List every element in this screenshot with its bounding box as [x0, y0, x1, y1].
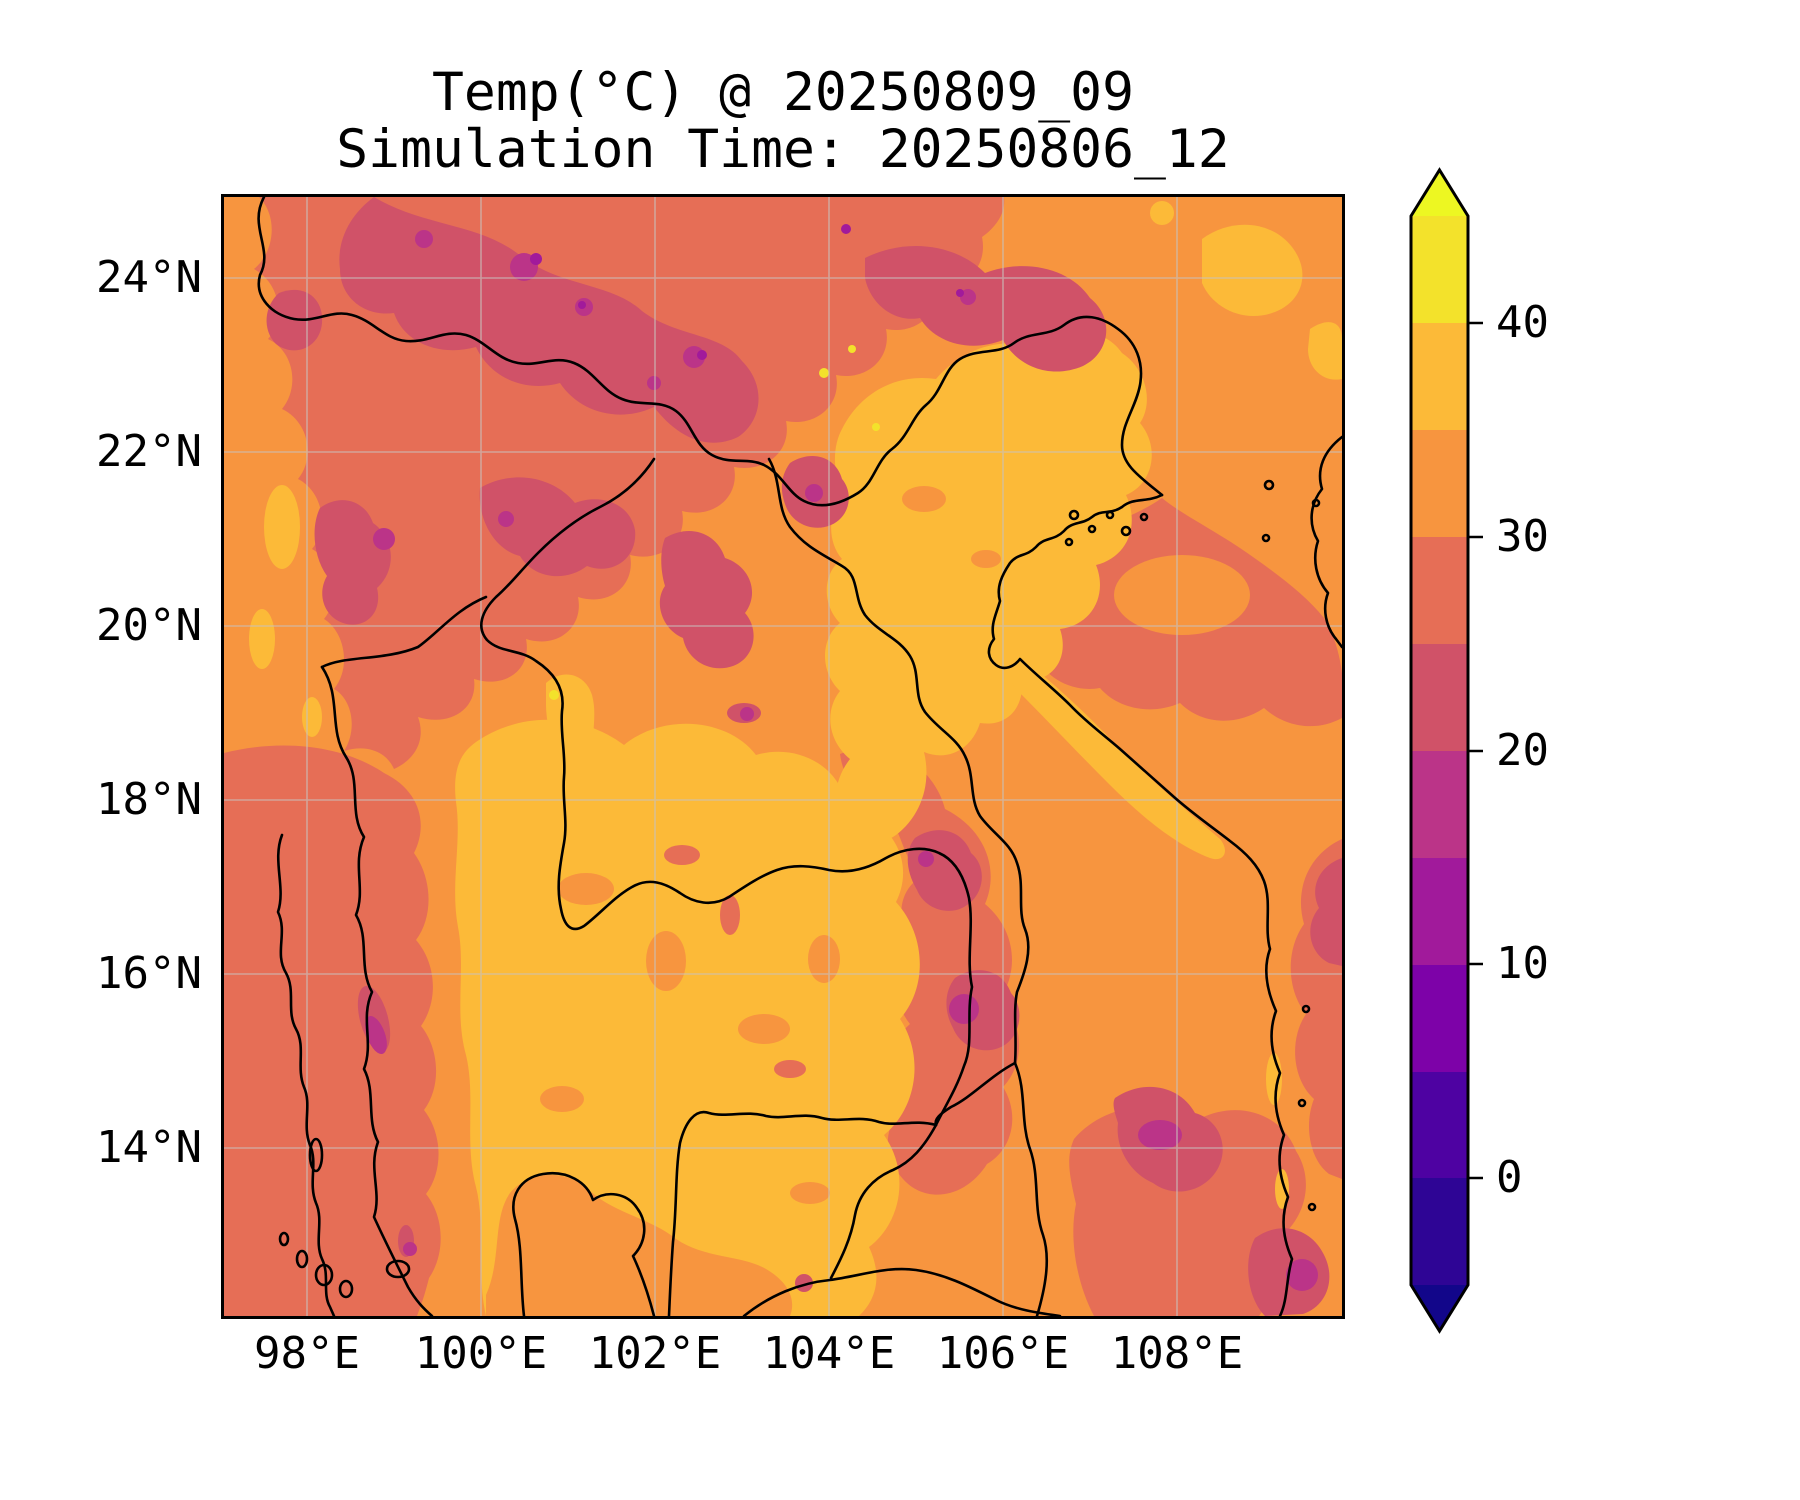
colorbar-band-15-20: [1411, 751, 1468, 858]
lat-tick-14n: 14°N: [96, 1122, 202, 1173]
colorbar-band-10-15: [1411, 858, 1468, 965]
lat-tick-20n: 20°N: [96, 600, 202, 651]
colorbar-tick-30: 30: [1496, 511, 1549, 562]
temperature-contour-map: [224, 197, 1342, 1316]
temp-band-40-45-layer: [549, 345, 880, 700]
colorbar-band-40-45: [1411, 216, 1468, 323]
colorbar-band-0-5: [1411, 1072, 1468, 1178]
lat-tick-22n: 22°N: [96, 426, 202, 477]
lat-tick-24n: 24°N: [96, 252, 202, 303]
lat-tick-18n: 18°N: [96, 774, 202, 825]
colorbar-band-20-25: [1411, 644, 1468, 751]
chart-title-line2: Simulation Time: 20250806_12: [336, 119, 1230, 180]
colorbar-band-5-10: [1411, 965, 1468, 1072]
colorbar-tick-40: 40: [1496, 297, 1549, 348]
country-borders: [257, 197, 1164, 1316]
colorbar-over-arrow: [1411, 170, 1468, 216]
colorbar-band-25-30: [1411, 537, 1468, 644]
colorbar-tick-10: 10: [1496, 938, 1549, 989]
colorbar: [1409, 167, 1483, 1334]
temp-band-25-30-spots: [664, 845, 806, 1078]
colorbar-band-35-40: [1411, 323, 1468, 430]
map-plot-area: [221, 194, 1345, 1319]
temp-band-30-35-patches: [486, 486, 1250, 1316]
colorbar-band-30-35: [1411, 430, 1468, 537]
lon-tick-98e: 98°E: [254, 1328, 360, 1379]
colorbar-band--5-0: [1411, 1178, 1468, 1285]
colorbar-outline: [1409, 167, 1470, 1334]
lon-tick-104e: 104°E: [762, 1328, 896, 1379]
colorbar-bands: [1411, 170, 1468, 1331]
colorbar-tick-marks: [1468, 321, 1483, 1180]
coastlines: [276, 435, 1342, 1316]
lon-tick-102e: 102°E: [588, 1328, 722, 1379]
lon-tick-106e: 106°E: [936, 1328, 1070, 1379]
lon-tick-108e: 108°E: [1110, 1328, 1244, 1379]
chart-title-line1: Temp(°C) @ 20250809_09: [432, 62, 1134, 123]
graticule-gridlines: [224, 197, 1342, 1316]
temp-band-15-20-layer: [365, 230, 1318, 1291]
lon-tick-100e: 100°E: [414, 1328, 548, 1379]
temp-band-35-40-layer: [249, 201, 1342, 1316]
colorbar-under-arrow: [1411, 1285, 1468, 1331]
colorbar-tick-20: 20: [1496, 725, 1549, 776]
lat-tick-16n: 16°N: [96, 948, 202, 999]
colorbar-tick-0: 0: [1496, 1152, 1523, 1203]
temp-band-10-15-layer: [530, 224, 964, 360]
